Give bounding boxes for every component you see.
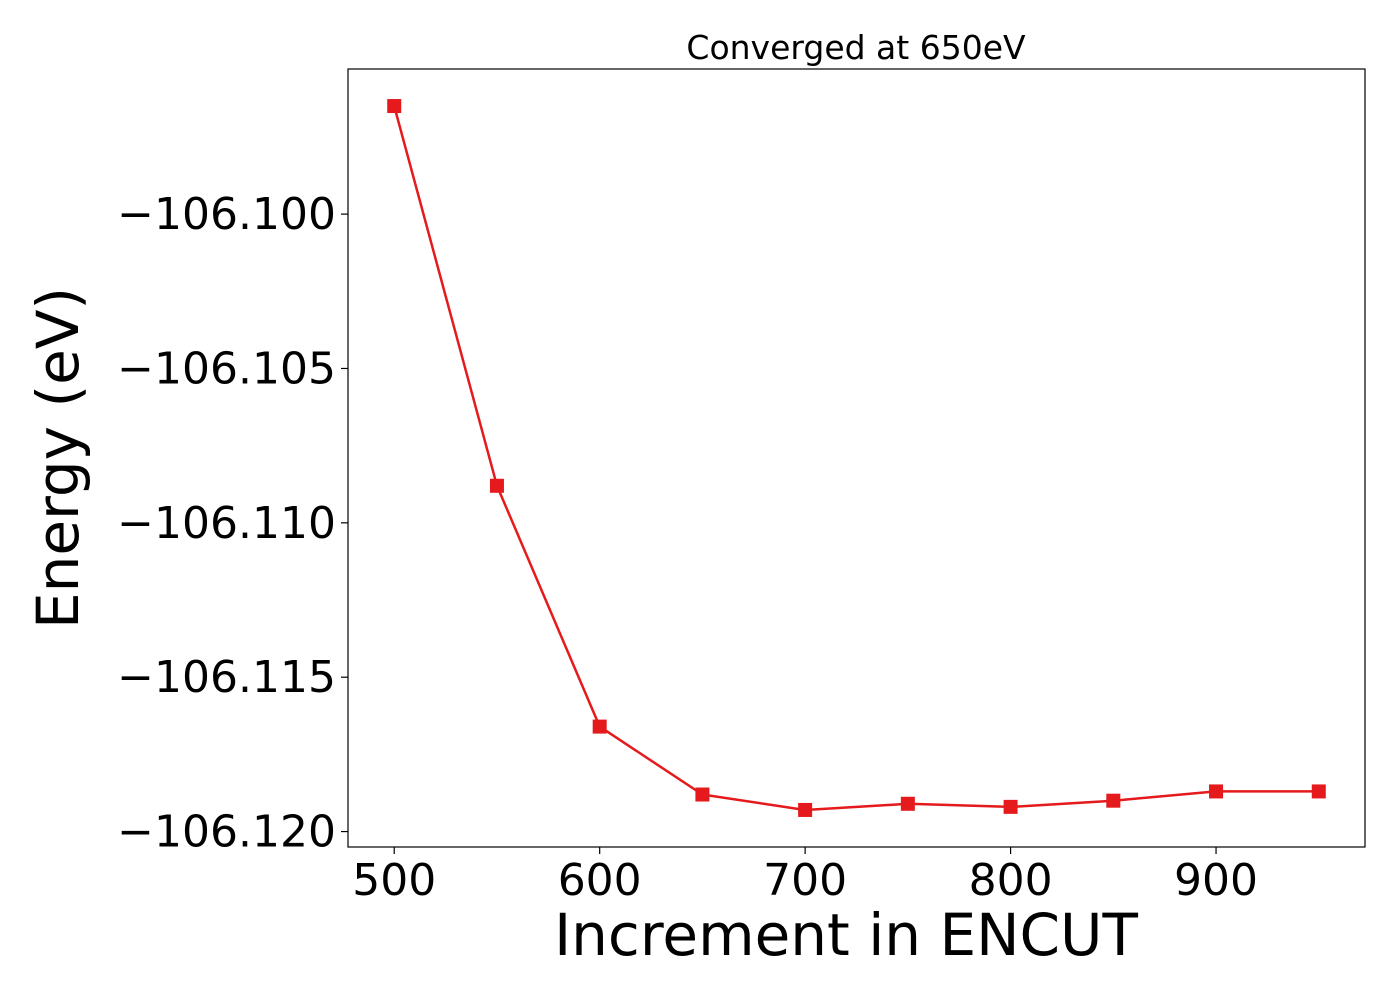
series-layer — [387, 99, 1326, 817]
plot-frame — [347, 68, 1366, 848]
y-tick-label: −106.115 — [117, 652, 336, 703]
data-point-marker — [798, 802, 813, 817]
x-tick-label: 600 — [558, 855, 642, 906]
chart-title: Converged at 650eV — [686, 28, 1026, 67]
y-axis-title: Energy (eV) — [24, 287, 92, 629]
x-tick-label: 700 — [763, 855, 847, 906]
x-axis-title: Increment in ENCUT — [554, 901, 1138, 969]
series-line — [392, 105, 1319, 812]
y-tick-label: −106.120 — [117, 807, 336, 858]
y-tick-label: −106.100 — [117, 189, 336, 240]
data-point-marker — [695, 787, 710, 802]
y-tick-label: −106.110 — [117, 498, 336, 549]
data-point-marker — [592, 719, 607, 734]
y-tick-label: −106.105 — [117, 343, 336, 394]
x-tick-label: 500 — [352, 855, 436, 906]
data-point-marker — [1209, 784, 1224, 799]
x-tick-label: 800 — [969, 855, 1053, 906]
data-point-marker — [900, 796, 915, 811]
x-axis-ticks: 500 600 700 800 900 — [352, 847, 1258, 906]
data-point-marker — [1311, 784, 1326, 799]
data-point-marker — [387, 99, 402, 114]
data-point-marker — [1106, 793, 1121, 808]
data-point-marker — [489, 478, 504, 493]
data-point-marker — [1003, 799, 1018, 814]
y-axis-ticks: −106.100 −106.105 −106.110 −106.115 −106.120 — [117, 189, 348, 858]
x-tick-label: 900 — [1174, 855, 1258, 906]
